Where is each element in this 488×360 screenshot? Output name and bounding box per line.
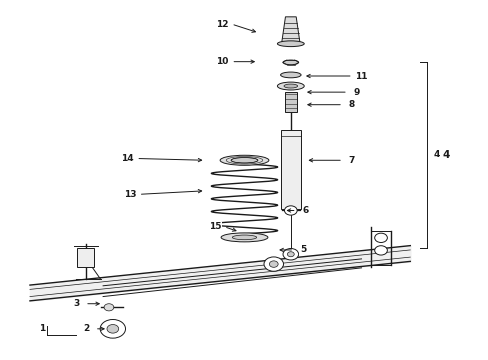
Ellipse shape (232, 235, 256, 240)
Circle shape (287, 252, 294, 257)
Text: 14: 14 (121, 154, 134, 163)
Circle shape (284, 206, 297, 215)
Text: 11: 11 (355, 72, 367, 81)
Bar (77, 248, 94, 267)
Polygon shape (281, 17, 300, 44)
Circle shape (283, 248, 298, 260)
Text: 13: 13 (123, 190, 136, 199)
Text: 3: 3 (73, 299, 79, 308)
Ellipse shape (284, 84, 297, 88)
Circle shape (107, 324, 119, 333)
Text: 9: 9 (353, 87, 359, 96)
Bar (280, 130, 301, 209)
Text: 15: 15 (208, 222, 221, 231)
Circle shape (374, 233, 386, 243)
Text: 6: 6 (302, 206, 308, 215)
Circle shape (264, 257, 283, 271)
Ellipse shape (221, 233, 267, 242)
Circle shape (269, 261, 278, 267)
Text: 7: 7 (348, 156, 354, 165)
Text: 10: 10 (216, 57, 228, 66)
Circle shape (100, 319, 125, 338)
Text: 8: 8 (348, 100, 354, 109)
Circle shape (374, 246, 386, 255)
Ellipse shape (283, 60, 298, 65)
Text: 5: 5 (299, 246, 305, 255)
Text: 4: 4 (433, 150, 439, 159)
Text: 4: 4 (442, 150, 449, 160)
Ellipse shape (277, 41, 304, 46)
Circle shape (104, 304, 114, 311)
Ellipse shape (220, 155, 268, 165)
Text: 2: 2 (83, 324, 89, 333)
Ellipse shape (231, 158, 257, 163)
Ellipse shape (280, 72, 301, 78)
Bar (285, 92, 296, 112)
Text: 1: 1 (39, 324, 45, 333)
Text: 12: 12 (216, 19, 228, 28)
Ellipse shape (277, 82, 304, 90)
